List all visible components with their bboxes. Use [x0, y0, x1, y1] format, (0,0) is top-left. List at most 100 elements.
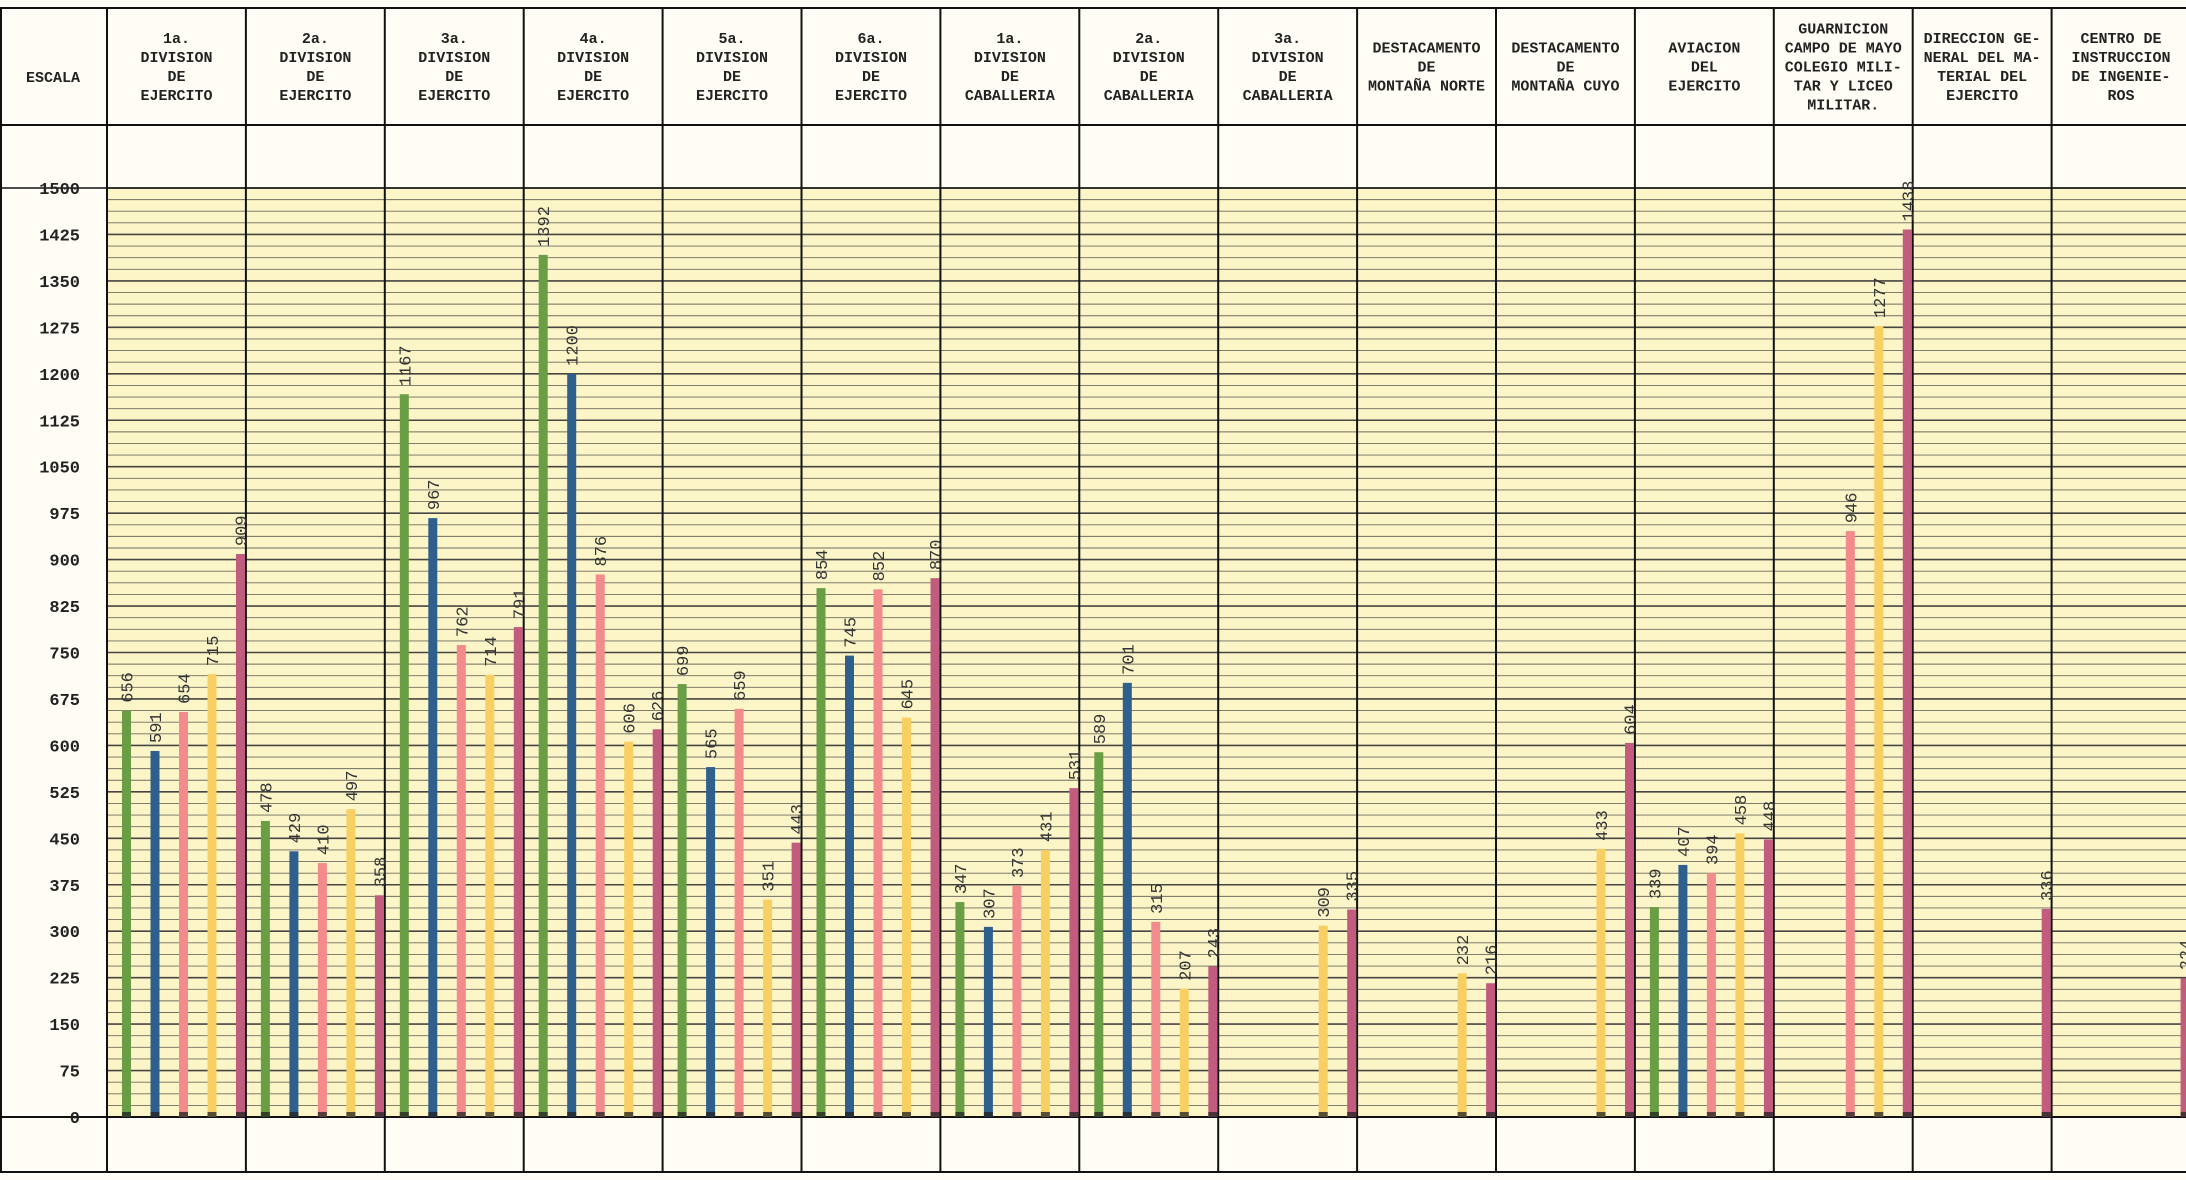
category-label-line: 4a. [580, 31, 607, 48]
bar-base [1764, 1112, 1773, 1117]
category-label-line: NERAL DEL MA- [1924, 50, 2041, 67]
bar-salmon [1846, 531, 1855, 1117]
y-tick-label: 750 [49, 646, 80, 665]
bar-base [1069, 1112, 1078, 1117]
bar-base [2042, 1112, 2051, 1117]
bar-base [678, 1112, 687, 1117]
y-tick-label: 825 [49, 599, 80, 618]
value-label: 431 [1038, 811, 1057, 842]
value-label: 745 [843, 617, 862, 648]
category-label-line: GUARNICION [1798, 22, 1888, 39]
value-label: 429 [287, 813, 306, 844]
bar-base [1707, 1112, 1716, 1117]
value-label: 351 [761, 861, 780, 892]
category-label-line: DIVISION [1252, 50, 1324, 67]
bar-mauve [931, 578, 940, 1117]
value-label: 1167 [397, 345, 416, 386]
value-label: 656 [120, 672, 139, 703]
bar-mauve [514, 627, 523, 1117]
bar-base [1597, 1112, 1606, 1117]
bar-base [955, 1112, 964, 1117]
bar-blue [706, 767, 715, 1117]
category-label-line: ROS [2108, 88, 2135, 105]
category-label-line: 5a. [719, 31, 746, 48]
value-label: 232 [1455, 935, 1474, 966]
bar-base [261, 1112, 270, 1117]
value-label: 336 [2039, 870, 2058, 901]
category-label-line: 3a. [441, 31, 468, 48]
y-tick-label: 525 [49, 785, 80, 804]
category-label-line: COLEGIO MILI- [1785, 60, 1902, 77]
value-label: 854 [814, 549, 833, 580]
category-label-line: DIVISION [418, 50, 490, 67]
value-label: 701 [1120, 644, 1139, 675]
bar-base [567, 1112, 576, 1117]
bar-green [817, 588, 826, 1117]
value-label: 791 [511, 588, 530, 619]
value-label: 224 [2178, 940, 2186, 971]
bar-base [318, 1112, 327, 1117]
bar-base [1041, 1112, 1050, 1117]
bar-base [208, 1112, 217, 1117]
y-tick-label: 975 [49, 506, 80, 525]
bar-mauve [1764, 840, 1773, 1117]
category-label-line: 2a. [302, 31, 329, 48]
bar-mauve [2042, 909, 2051, 1117]
bar-base [1012, 1112, 1021, 1117]
category-label-line: DE [1279, 69, 1297, 86]
y-tick-label: 450 [49, 831, 80, 850]
value-label: 358 [372, 857, 391, 888]
y-tick-label: 1500 [39, 181, 80, 200]
category-label-line: DIVISION [696, 50, 768, 67]
bar-salmon [735, 709, 744, 1117]
bar-salmon [318, 863, 327, 1117]
value-label: 589 [1092, 714, 1111, 745]
y-tick-label: 150 [49, 1017, 80, 1036]
bar-yellow [1735, 833, 1744, 1117]
bar-base [902, 1112, 911, 1117]
category-label-line: DESTACAMENTO [1373, 41, 1481, 58]
bar-base [1123, 1112, 1132, 1117]
y-tick-label: 300 [49, 924, 80, 943]
category-label-line: DE [445, 69, 463, 86]
bar-base [1735, 1112, 1744, 1117]
category-label-line: DE [1418, 60, 1436, 77]
bar-base [874, 1112, 883, 1117]
y-tick-label: 1125 [39, 413, 80, 432]
bar-yellow [1458, 973, 1467, 1117]
category-label-line: MILITAR. [1807, 98, 1879, 115]
bar-yellow [1319, 926, 1328, 1117]
value-label: 967 [426, 479, 445, 510]
bar-base [931, 1112, 940, 1117]
category-label-line: DE [1556, 60, 1574, 77]
bar-base [485, 1112, 494, 1117]
value-label: 1277 [1872, 277, 1891, 318]
category-label-line: DE [584, 69, 602, 86]
category-label-line: 2a. [1135, 31, 1162, 48]
category-label-line: INSTRUCCION [2072, 50, 2171, 67]
y-tick-label: 75 [60, 1064, 80, 1083]
bar-base [179, 1112, 188, 1117]
bar-mauve [653, 729, 662, 1117]
bar-base [1208, 1112, 1217, 1117]
bar-mauve [1625, 743, 1634, 1117]
category-label-line: 6a. [857, 31, 884, 48]
category-label-line: EJERCITO [418, 88, 490, 105]
value-label: 394 [1704, 834, 1723, 865]
category-label-line: TAR Y LICEO [1794, 79, 1893, 96]
y-tick-label: 375 [49, 878, 80, 897]
category-label-line: TERIAL DEL [1937, 69, 2027, 86]
value-label: 373 [1010, 847, 1029, 878]
category-label-line: EJERCITO [140, 88, 212, 105]
bar-yellow [763, 900, 772, 1117]
category-label-line: DE INGENIE- [2072, 69, 2171, 86]
bar-base [346, 1112, 355, 1117]
value-label: 870 [928, 540, 947, 571]
y-tick-label: 0 [70, 1110, 80, 1129]
value-label: 497 [344, 771, 363, 802]
bar-blue [567, 374, 576, 1117]
category-label-line: EJERCITO [1946, 88, 2018, 105]
category-label-line: EJERCITO [835, 88, 907, 105]
category-label-line: DIVISION [140, 50, 212, 67]
